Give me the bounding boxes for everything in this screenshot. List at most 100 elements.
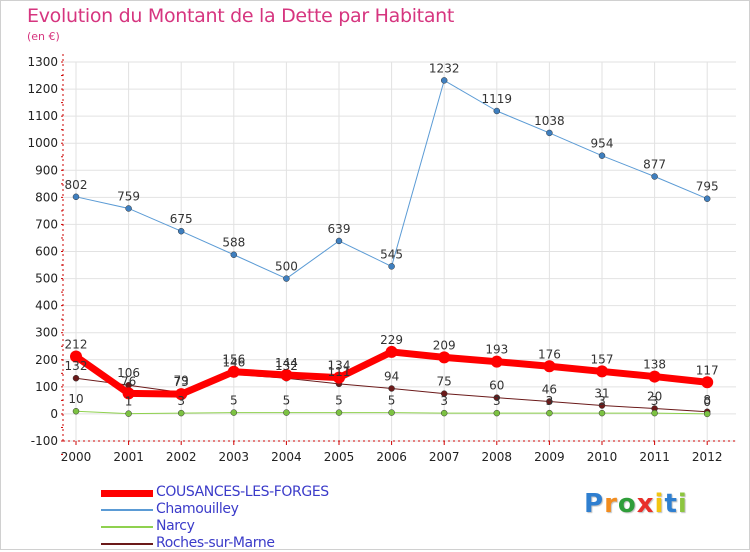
point-chamouilley [546,129,553,137]
legend-label-roches: Roches-sur-Marne [156,535,275,551]
data-label-roches-sur-marne: 132 [275,359,298,373]
point-roches-sur-marne [440,390,448,397]
point-narcy [651,409,658,417]
chart-unit-label: (en €) [27,30,60,43]
data-label-narcy: 3 [546,394,554,408]
point-narcy [283,409,290,416]
point-cousances-les-forges [543,360,556,373]
data-label-narcy: 1 [125,395,133,409]
point-narcy [230,409,238,416]
point-roches-sur-marne [598,402,606,409]
y-tick-label: 1100 [27,109,58,123]
legend-swatch-roches [101,543,153,545]
data-label-roches-sur-marne: 94 [384,369,399,383]
point-chamouilley [598,152,606,159]
data-label-cousances-les-forges: 209 [433,338,456,352]
logo-letter: r [604,489,618,519]
y-tick-label: 1300 [27,55,58,69]
point-narcy [598,409,606,417]
point-narcy [335,409,343,416]
data-label-cousances-les-forges: 73 [174,375,189,389]
x-tick-label: 2007 [429,450,460,464]
data-label-chamouilley: 1119 [482,92,513,106]
data-label-roches-sur-marne: 31 [594,387,609,401]
point-narcy [125,410,132,417]
data-label-roches-sur-marne: 79 [174,374,189,388]
data-label-roches-sur-marne: 20 [647,390,662,404]
point-cousances-les-forges [70,350,82,363]
data-label-roches-sur-marne: 75 [437,375,452,389]
proxiti-logo: Proxiti [584,489,688,519]
point-narcy [703,410,711,418]
data-label-narcy: 5 [230,394,238,408]
y-tick-label: 200 [35,353,58,367]
data-label-chamouilley: 675 [170,212,193,226]
data-label-cousances-les-forges: 193 [485,343,508,357]
y-tick-label: 600 [35,245,58,259]
y-tick-label: 900 [35,163,58,177]
logo-letter: i [654,489,665,519]
point-narcy [388,409,395,416]
point-chamouilley [177,227,185,235]
data-label-chamouilley: 802 [65,178,88,192]
point-cousances-les-forges [490,355,503,368]
x-tick-label: 2012 [692,450,723,464]
y-tick-label: 400 [35,299,58,313]
point-chamouilley [72,193,80,201]
x-tick-label: 2005 [324,450,355,464]
data-label-narcy: 3 [651,394,659,408]
data-label-cousances-les-forges: 76 [121,374,136,388]
data-label-cousances-les-forges: 176 [538,347,561,361]
y-tick-label: 1000 [27,136,58,150]
data-label-chamouilley: 1038 [534,114,565,128]
point-narcy [546,409,553,417]
data-label-cousances-les-forges: 138 [643,358,666,372]
chart-title: Evolution du Montant de la Dette par Hab… [27,5,455,27]
data-label-chamouilley: 795 [696,180,719,194]
data-label-chamouilley: 588 [222,236,245,250]
legend-swatch-narcy [101,526,153,528]
point-cousances-les-forges [333,371,345,384]
data-label-chamouilley: 1232 [429,61,460,75]
x-tick-label: 2004 [271,450,302,464]
y-tick-label: 700 [35,217,58,231]
logo-letter: P [584,489,605,519]
data-label-cousances-les-forges: 212 [65,338,88,352]
y-tick-label: 500 [35,272,58,286]
data-label-narcy: 5 [388,394,396,408]
point-cousances-les-forges [122,387,135,400]
axes: -100010020030040050060070080090010001100… [27,54,736,464]
data-label-cousances-les-forges: 117 [696,363,719,377]
data-label-chamouilley: 500 [275,260,298,274]
point-chamouilley [230,251,238,258]
data-label-cousances-les-forges: 134 [328,359,351,373]
data-label-narcy: 3 [177,394,185,408]
data-label-roches-sur-marne: 60 [489,379,504,393]
legend-label-cousances: COUSANCES-LES-FORGES [156,484,329,500]
data-label-narcy: 3 [440,394,448,408]
y-tick-label: -100 [31,434,58,448]
x-tick-label: 2006 [376,450,407,464]
data-label-chamouilley: 545 [380,247,403,261]
y-tick-label: 100 [35,380,58,394]
data-label-chamouilley: 954 [591,137,614,151]
point-chamouilley [283,275,290,282]
point-chamouilley [335,237,343,245]
gridlines [63,61,736,442]
logo-letter: t [664,489,678,519]
data-labels: 132 106 79 146 132 111 94 75 60 46 31 20 8 10 1 3 5 5 5 5 3 3… [65,61,719,409]
x-tick-label: 2009 [534,450,565,464]
point-cousances-les-forges [227,365,240,378]
point-chamouilley [703,195,711,202]
data-label-chamouilley: 877 [643,158,666,172]
data-label-roches-sur-marne: 106 [117,366,140,380]
data-label-narcy: 0 [703,395,711,409]
point-cousances-les-forges [385,345,398,358]
x-tick-label: 2003 [219,450,250,464]
point-chamouilley [493,107,501,115]
legend-swatch-chamouilley [101,509,153,511]
data-label-cousances-les-forges: 229 [380,333,403,347]
data-label-cousances-les-forges: 157 [591,352,614,366]
legend-label-narcy: Narcy [156,518,195,534]
